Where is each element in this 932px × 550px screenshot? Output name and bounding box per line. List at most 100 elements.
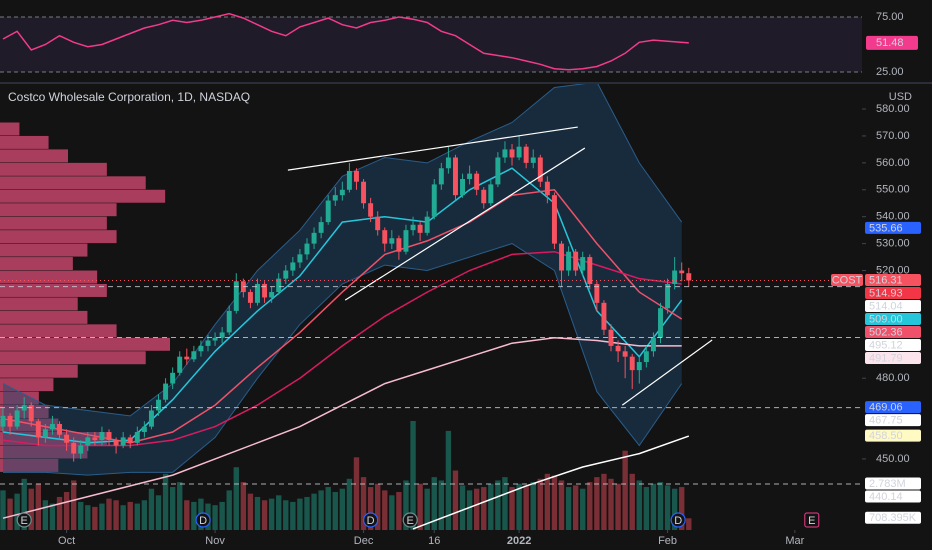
volume-bar: [106, 498, 112, 530]
volume-bar: [452, 470, 459, 530]
price-tag: [865, 325, 921, 338]
volume-bar: [254, 496, 261, 530]
volume-bar: [587, 482, 593, 530]
candle-body: [113, 440, 119, 446]
candle-body: [311, 232, 317, 244]
volume-bar: [622, 450, 628, 530]
trend-line: [344, 147, 586, 301]
candle-body: [346, 170, 352, 190]
bollinger-fill: [3, 84, 682, 476]
candle-body: [49, 423, 55, 430]
volume-bar: [572, 485, 579, 530]
y-tick-label: 520.00: [876, 264, 910, 276]
profile-bar: [0, 243, 88, 257]
event-label: D: [199, 515, 207, 527]
volume-bar: [276, 495, 282, 530]
candle-body: [85, 437, 91, 446]
price-tag: [865, 490, 921, 503]
volume-bar: [148, 488, 155, 530]
volume-bar: [382, 490, 388, 530]
candle-body: [566, 251, 572, 271]
candle-body: [361, 181, 367, 204]
price-tag: [865, 401, 921, 414]
candle-body: [672, 270, 678, 284]
candle-body: [276, 278, 282, 293]
profile-bar: [0, 216, 107, 230]
volume-bar: [346, 478, 353, 530]
candle-body: [375, 216, 381, 231]
y-tick-label: 570.00: [876, 130, 910, 142]
candle-body: [283, 270, 289, 279]
symbol-label: COST: [832, 274, 863, 286]
volume-bar: [240, 482, 247, 530]
bollinger-upper: [2, 84, 683, 417]
volume-bar: [679, 487, 685, 530]
candle-body: [71, 442, 77, 454]
volume-bar: [417, 483, 423, 530]
candle-body: [297, 254, 303, 263]
volume-bar: [537, 478, 543, 530]
event-label: E: [407, 515, 414, 527]
rsi-tick-label: 25.00: [876, 66, 904, 78]
volume-bar: [311, 493, 317, 530]
candle-body: [170, 372, 176, 384]
candle-body: [205, 340, 211, 346]
volume-bar: [481, 487, 487, 530]
price-tag-label: 458.50: [869, 430, 903, 442]
volume-bar: [0, 490, 6, 530]
profile-bar: [0, 230, 117, 244]
candle-body: [368, 203, 374, 217]
volume-bar: [304, 496, 310, 530]
volume-bar: [283, 500, 289, 530]
candle-body: [587, 257, 593, 284]
price-tag: [865, 429, 921, 442]
candle-body: [431, 184, 437, 217]
candle-body: [643, 351, 649, 363]
price-tag: [865, 273, 921, 286]
candle-body: [410, 224, 416, 231]
event-marker: [195, 512, 211, 528]
volume-bar: [332, 492, 338, 530]
volume-bar: [608, 478, 614, 530]
main-pane: [0, 84, 713, 530]
candle-body: [523, 146, 529, 163]
x-tick-label: Oct: [58, 535, 75, 547]
candle-body: [452, 157, 458, 196]
candle-body: [509, 149, 515, 158]
candle-body: [438, 168, 444, 185]
volume-bar: [360, 477, 367, 530]
profile-bar: [0, 283, 107, 297]
price-tag: [865, 511, 921, 524]
profile-bar: [0, 445, 88, 459]
price-tag: [865, 414, 921, 427]
profile-bar: [0, 458, 59, 472]
candle-body: [424, 216, 430, 233]
candle-body: [28, 405, 34, 422]
profile-bar: [0, 135, 49, 149]
volume-bar: [459, 485, 466, 530]
candle-body: [262, 283, 268, 298]
volume-bar: [42, 500, 49, 530]
candle-body: [488, 184, 494, 204]
price-tag-label: 491.79: [869, 352, 903, 364]
candle-body: [573, 251, 579, 271]
candle-body: [325, 200, 331, 223]
y-tick-label: 550.00: [876, 184, 910, 196]
event-marker: [670, 512, 686, 528]
profile-bar: [0, 203, 117, 217]
profile-bar: [0, 257, 73, 271]
volume-bar: [268, 498, 275, 530]
volume-bar: [502, 477, 508, 530]
candle-body: [269, 292, 275, 298]
volume-bar: [686, 518, 692, 530]
volume-bar: [325, 487, 331, 530]
candle-body: [382, 230, 388, 244]
candle-body: [0, 415, 6, 427]
x-tick-label: Mar: [785, 535, 804, 547]
candle-body: [120, 437, 126, 446]
candle-body: [134, 432, 140, 443]
volume-bar: [664, 485, 671, 530]
volume-bar: [56, 496, 63, 530]
